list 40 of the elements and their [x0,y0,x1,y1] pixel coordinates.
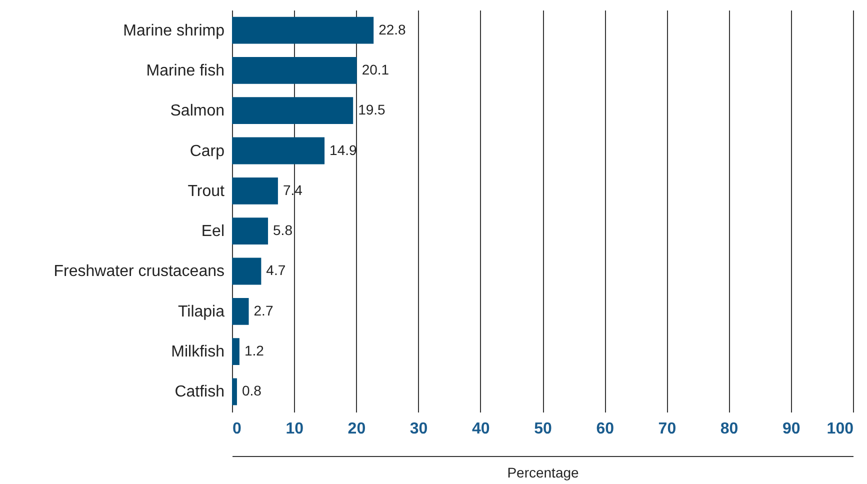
x-tick-label: 30 [410,420,428,438]
y-tick-label: Eel [201,223,224,240]
data-label: 20.1 [362,61,390,78]
bar [232,378,237,406]
data-label: 2.7 [254,302,274,318]
y-tick-label: Catfish [174,384,224,401]
y-tick-label: Trout [188,182,226,200]
y-tick-label: Marine shrimp [123,22,225,40]
x-axis-title: Percentage [507,464,580,480]
y-tick-label: Marine fish [146,62,224,80]
bar [232,258,262,285]
data-label: 5.8 [273,222,293,238]
y-tick-label: Tilapia [178,303,225,320]
x-tick-label: 100 [826,420,854,438]
x-tick-label: 40 [472,420,490,438]
y-tick-label: Salmon [170,102,224,120]
bar [232,97,354,124]
bar [232,16,374,44]
bar [232,298,249,325]
x-tick-label: 60 [596,420,614,438]
data-label: 19.5 [358,102,386,118]
bar [232,137,325,164]
data-label: 1.2 [244,342,264,359]
y-tick-label: Milkfish [171,344,224,361]
bar [232,56,357,84]
x-tick-label: 10 [286,420,304,438]
data-label: 22.8 [378,21,406,38]
data-label: 0.8 [242,382,262,399]
x-tick-label: 0 [232,420,242,438]
y-tick-label: Carp [190,142,225,160]
data-label: 4.7 [266,262,286,278]
y-tick-label: Freshwater crustaceans [54,263,224,280]
x-tick-label: 50 [534,420,552,438]
x-tick-label: 90 [782,420,800,438]
x-tick-label: 70 [658,420,676,438]
bar [232,338,240,366]
bar [232,218,268,245]
x-tick-label: 20 [348,420,366,438]
bar [232,177,278,204]
x-tick-label: 80 [720,420,738,438]
